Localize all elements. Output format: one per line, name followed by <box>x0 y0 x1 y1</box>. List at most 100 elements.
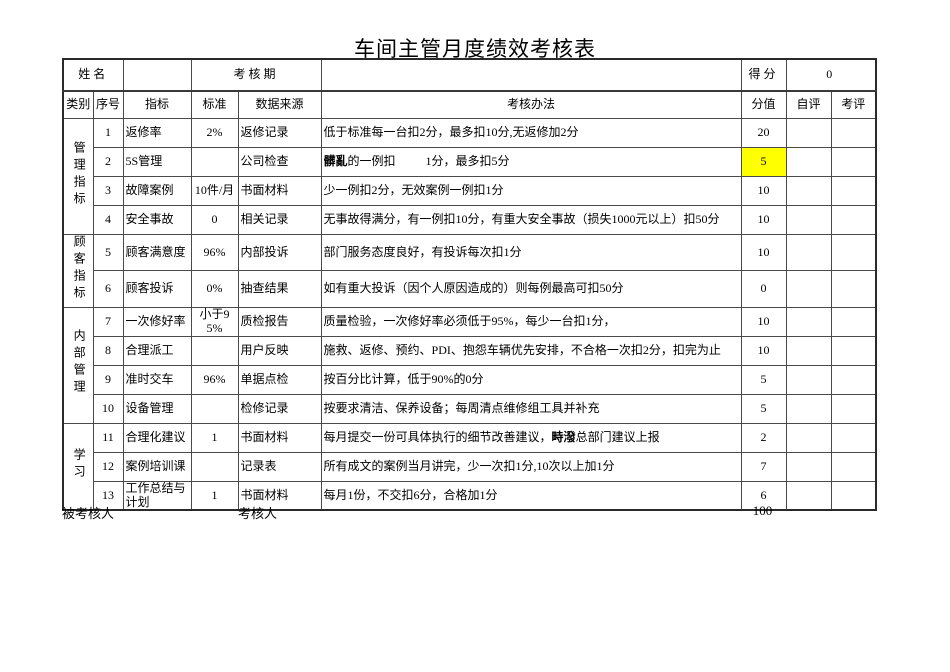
indicator-cell[interactable]: 合理派工 <box>122 335 192 366</box>
score-value-cell[interactable]: 0 <box>785 58 877 92</box>
score-value-cell[interactable]: 6 <box>740 480 787 511</box>
standard-cell[interactable] <box>190 147 239 177</box>
indicator-cell[interactable]: 准时交车 <box>122 364 192 395</box>
category-cell[interactable]: 顾客指标 <box>62 234 94 308</box>
score-value-cell[interactable]: 10 <box>740 205 787 235</box>
self-score-cell[interactable] <box>785 147 832 177</box>
standard-cell[interactable]: 0% <box>190 270 239 308</box>
col-header-standard[interactable]: 标准 <box>190 90 239 119</box>
source-cell[interactable]: 相关记录 <box>237 205 322 235</box>
row-number-cell[interactable]: 4 <box>92 205 124 235</box>
score-value-cell[interactable]: 10 <box>740 306 787 337</box>
standard-cell[interactable]: 0 <box>190 205 239 235</box>
method-cell[interactable]: 髒亂的一例扣 1分，最多扣5分 <box>320 147 742 177</box>
col-header-category[interactable]: 类别 <box>62 90 94 119</box>
source-cell[interactable]: 质检报告 <box>237 306 322 337</box>
standard-cell[interactable]: 小于95% <box>190 306 239 337</box>
review-score-cell[interactable] <box>830 480 877 511</box>
standard-cell[interactable]: 1 <box>190 422 239 453</box>
indicator-cell[interactable]: 5S管理 <box>122 147 192 177</box>
period-label-cell[interactable]: 考核期 <box>190 58 322 92</box>
review-score-cell[interactable] <box>830 205 877 235</box>
row-number-cell[interactable]: 11 <box>92 422 124 453</box>
period-value-cell[interactable] <box>320 58 742 92</box>
category-cell[interactable]: 内部管理 <box>62 306 94 424</box>
category-cell[interactable]: 学习 <box>62 422 94 511</box>
row-number-cell[interactable]: 1 <box>92 118 124 148</box>
self-score-cell[interactable] <box>785 451 832 482</box>
review-score-cell[interactable] <box>830 147 877 177</box>
review-score-cell[interactable] <box>830 118 877 148</box>
self-score-cell[interactable] <box>785 393 832 424</box>
self-score-cell[interactable] <box>785 335 832 366</box>
name-label-cell[interactable]: 姓名 <box>62 58 124 92</box>
method-cell[interactable]: 低于标准每一台扣2分，最多扣10分,无返修加2分 <box>320 118 742 148</box>
standard-cell[interactable] <box>190 335 239 366</box>
score-value-cell[interactable]: 20 <box>740 118 787 148</box>
score-value-cell[interactable]: 5 <box>740 393 787 424</box>
indicator-cell[interactable]: 一次修好率 <box>122 306 192 337</box>
self-score-cell[interactable] <box>785 118 832 148</box>
standard-cell[interactable] <box>190 451 239 482</box>
score-value-cell[interactable]: 0 <box>740 270 787 308</box>
score-value-cell[interactable]: 2 <box>740 422 787 453</box>
score-label-cell[interactable]: 得分 <box>740 58 787 92</box>
source-cell[interactable]: 内部投诉 <box>237 233 322 272</box>
row-number-cell[interactable]: 13 <box>92 480 124 511</box>
col-header-review[interactable]: 考评 <box>830 90 877 119</box>
score-value-cell[interactable]: 5 <box>740 364 787 395</box>
score-value-cell[interactable]: 5 <box>740 147 787 177</box>
standard-cell[interactable] <box>190 393 239 424</box>
method-cell[interactable]: 质量检验，一次修好率必须低于95%，每少一台扣1分， <box>320 306 742 337</box>
name-value-cell[interactable] <box>122 58 192 92</box>
row-number-cell[interactable]: 6 <box>92 270 124 308</box>
source-cell[interactable]: 抽查结果 <box>237 270 322 308</box>
col-header-score[interactable]: 分值 <box>740 90 787 119</box>
indicator-cell[interactable]: 故障案例 <box>122 176 192 206</box>
source-cell[interactable]: 书面材料 <box>237 422 322 453</box>
indicator-cell[interactable]: 案例培训课 <box>122 451 192 482</box>
score-value-cell[interactable]: 10 <box>740 233 787 272</box>
method-cell[interactable]: 施救、返修、预约、PDI、抱怨车辆优先安排，不合格一次扣2分，扣完为止 <box>320 335 742 366</box>
col-header-self[interactable]: 自评 <box>785 90 832 119</box>
self-score-cell[interactable] <box>785 306 832 337</box>
score-value-cell[interactable]: 10 <box>740 335 787 366</box>
method-cell[interactable]: 部门服务态度良好，有投诉每次扣1分 <box>320 233 742 272</box>
source-cell[interactable]: 书面材料 <box>237 480 322 511</box>
source-cell[interactable]: 公司检查 <box>237 147 322 177</box>
self-score-cell[interactable] <box>785 480 832 511</box>
row-number-cell[interactable]: 10 <box>92 393 124 424</box>
self-score-cell[interactable] <box>785 422 832 453</box>
row-number-cell[interactable]: 7 <box>92 306 124 337</box>
source-cell[interactable]: 书面材料 <box>237 176 322 206</box>
review-score-cell[interactable] <box>830 233 877 272</box>
standard-cell[interactable]: 1 <box>190 480 239 511</box>
indicator-cell[interactable]: 工作总结与计划 <box>122 480 192 511</box>
review-score-cell[interactable] <box>830 393 877 424</box>
method-cell[interactable]: 按百分比计算，低于90%的0分 <box>320 364 742 395</box>
indicator-cell[interactable]: 顾客投诉 <box>122 270 192 308</box>
indicator-cell[interactable]: 返修率 <box>122 118 192 148</box>
standard-cell[interactable]: 2% <box>190 118 239 148</box>
standard-cell[interactable]: 96% <box>190 364 239 395</box>
method-cell[interactable]: 按要求清洁、保养设备；每周清点维修组工具并补充 <box>320 393 742 424</box>
self-score-cell[interactable] <box>785 270 832 308</box>
method-cell[interactable]: 少一例扣2分，无效案例一例扣1分 <box>320 176 742 206</box>
indicator-cell[interactable]: 顾客满意度 <box>122 233 192 272</box>
method-cell[interactable]: 无事故得满分，有一例扣10分，有重大安全事故（损失1000元以上）扣50分 <box>320 205 742 235</box>
review-score-cell[interactable] <box>830 176 877 206</box>
score-value-cell[interactable]: 7 <box>740 451 787 482</box>
col-header-indicator[interactable]: 指标 <box>122 90 192 119</box>
row-number-cell[interactable]: 3 <box>92 176 124 206</box>
self-score-cell[interactable] <box>785 176 832 206</box>
row-number-cell[interactable]: 8 <box>92 335 124 366</box>
source-cell[interactable]: 用户反映 <box>237 335 322 366</box>
indicator-cell[interactable]: 设备管理 <box>122 393 192 424</box>
method-cell[interactable]: 每月提交一份可具体执行的细节改善建议，畤潑总部门建议上报 <box>320 422 742 453</box>
review-score-cell[interactable] <box>830 270 877 308</box>
review-score-cell[interactable] <box>830 422 877 453</box>
review-score-cell[interactable] <box>830 306 877 337</box>
standard-cell[interactable]: 10件/月 <box>190 176 239 206</box>
indicator-cell[interactable]: 安全事故 <box>122 205 192 235</box>
category-cell[interactable]: 管理指标 <box>62 118 94 235</box>
